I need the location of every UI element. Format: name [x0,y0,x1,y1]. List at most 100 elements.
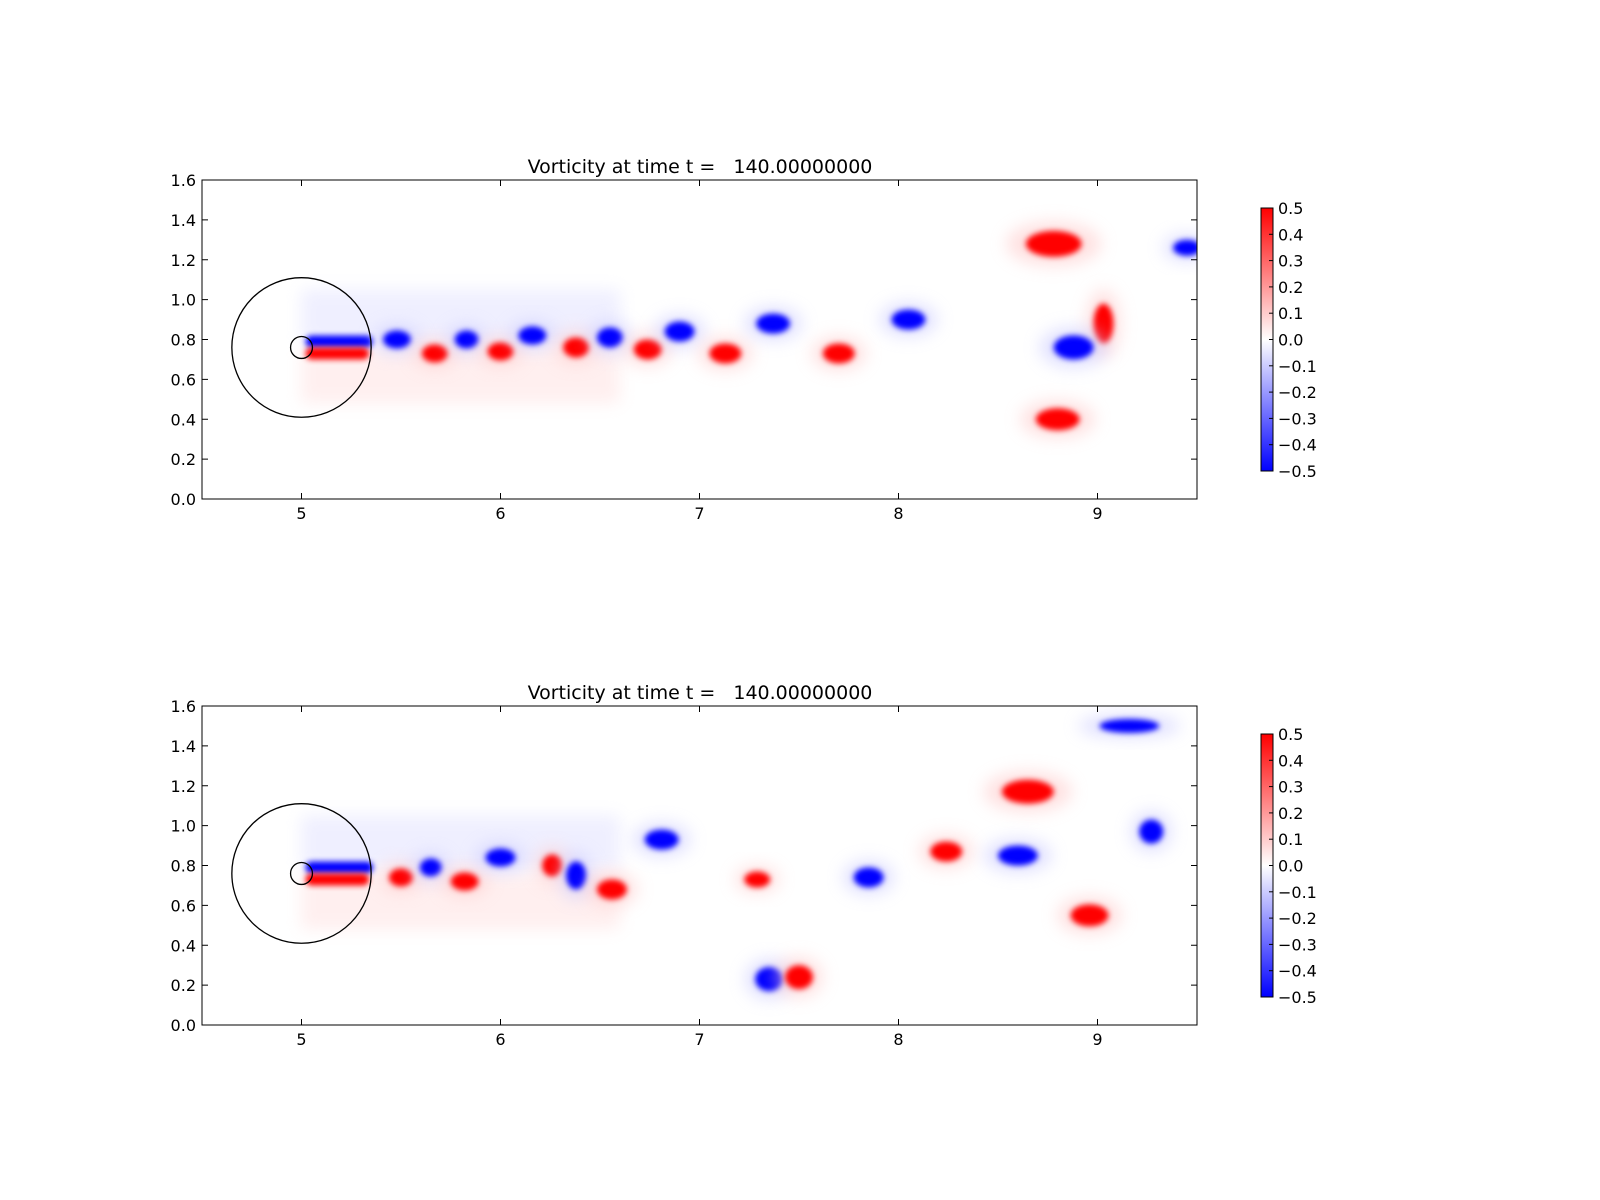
y-tick-label: 0.2 [171,976,196,995]
vorticity-field [202,180,1197,499]
colorbar: 0.5 0.4 0.3 0.2 0.1 0.0 −0.1 −0.2 −0.3 −0.4 −0.5 [1260,199,1317,481]
vortex-positive [389,868,413,887]
attached-layer-negative [305,861,374,874]
vortex-positive [450,872,479,891]
outer-domain-circle [231,803,372,944]
y-tick-label: 1.0 [171,291,196,310]
vortex-negative [998,845,1038,866]
x-tick-label: 9 [1092,504,1102,523]
vortex-negative [1173,239,1197,256]
vortex-negative [756,313,791,334]
colorbar-tick-label: 0.1 [1278,304,1303,323]
colorbar-tick-label: −0.1 [1278,883,1317,902]
colorbar-tick-label: 0.1 [1278,830,1303,849]
y-tick-label: 0.6 [171,370,196,389]
colorbar-tick-label: −0.3 [1278,935,1317,954]
vorticity-field [202,706,1197,1025]
x-tick-label: 5 [296,504,306,523]
chart-title: Vorticity at time t = 140.00000000 [528,156,873,178]
vortex-positive [1001,779,1054,804]
vortex-positive [930,841,963,862]
y-tick-label: 0.4 [171,936,196,955]
y-tick-label: 0.0 [171,490,196,509]
vortex-negative [644,829,679,850]
x-tick-label: 7 [694,1030,704,1049]
panel-top: Vorticity at time t = 140.00000000 5 6 7 8 9… [171,156,1317,523]
outer-domain-circle [231,277,372,418]
y-tick-label: 0.2 [171,450,196,469]
y-tick-label: 1.2 [171,251,196,270]
attached-layer-positive [305,347,370,360]
attached-layer-negative [305,335,374,348]
vortex-positive [633,339,662,360]
y-tick-label: 0.6 [171,896,196,915]
y-tick-label: 1.0 [171,817,196,836]
vortex-positive [785,965,813,990]
plot-area: 5 6 7 8 9 0.0 0.2 0.4 0.6 0.8 1.0 1.2 1.4 1.6 [171,171,1198,523]
y-tick-label: 1.2 [171,777,196,796]
vortex-positive [1093,303,1114,344]
colorbar-tick-label: −0.2 [1278,909,1317,928]
vortex-negative [664,321,695,342]
vortex-positive [709,343,742,364]
y-tick-label: 0.8 [171,857,196,876]
vortex-positive [597,879,627,900]
colorbar-tick-label: 0.3 [1278,778,1303,797]
vortex-negative [419,858,442,877]
colorbar-tick-label: 0.5 [1278,725,1303,744]
vortex-negative [454,330,479,349]
x-tick-label: 6 [495,504,505,523]
vortex-positive [487,342,514,361]
cylinder-circle [289,861,314,886]
colorbar-tick-label: 0.2 [1278,278,1303,297]
vortex-negative [853,867,884,888]
colorbar-tick-label: −0.2 [1278,383,1317,402]
vortex-positive [421,344,448,363]
colorbar-tick-label: 0.2 [1278,804,1303,823]
y-tick-label: 1.6 [171,697,196,716]
vortex-negative [1139,819,1164,844]
colorbar-tick-label: −0.5 [1278,988,1317,1007]
colorbar-tick-label: −0.4 [1278,962,1317,981]
colorbar-tick-label: −0.5 [1278,462,1317,481]
colorbar-tick-label: 0.4 [1278,751,1303,770]
x-tick-label: 8 [893,504,903,523]
x-tick-label: 7 [694,504,704,523]
vortex-negative [566,861,587,890]
y-tick-label: 1.4 [171,737,196,756]
vortex-positive [1070,904,1109,927]
y-tick-label: 0.4 [171,410,196,429]
vortex-positive [744,871,771,888]
colorbar-tick-label: −0.3 [1278,409,1317,428]
vortex-positive [1035,408,1080,431]
vortex-negative [891,309,926,330]
colorbar-tick-label: 0.0 [1278,331,1303,350]
y-tick-label: 0.8 [171,331,196,350]
colorbar-tick-label: 0.0 [1278,857,1303,876]
cylinder-circle [289,335,314,360]
vortex-positive [1025,230,1082,257]
vortex-positive [822,343,855,364]
vortex-negative [485,848,516,867]
colorbar-tick-label: 0.5 [1278,199,1303,218]
colorbar-tick-label: 0.3 [1278,252,1303,271]
colorbar-tick-label: −0.1 [1278,357,1317,376]
vortex-negative [597,327,623,348]
panel-bottom: Vorticity at time t = 140.00000000 5 6 7 8 9… [171,682,1317,1049]
x-tick-label: 5 [296,1030,306,1049]
y-tick-label: 1.4 [171,211,196,230]
vortex-positive [563,337,590,358]
x-tick-label: 9 [1092,1030,1102,1049]
colorbar-tick-label: −0.4 [1278,436,1317,455]
vortex-negative [383,330,411,349]
y-tick-label: 0.0 [171,1016,196,1035]
colorbar: 0.5 0.4 0.3 0.2 0.1 0.0 −0.1 −0.2 −0.3 −0.4 −0.5 [1260,725,1317,1007]
plot-area: 5 6 7 8 9 0.0 0.2 0.4 0.6 0.8 1.0 1.2 1.4 1.6 [171,697,1198,1049]
colorbar-tick-label: 0.4 [1278,225,1303,244]
vortex-negative [1099,718,1160,733]
x-tick-label: 8 [893,1030,903,1049]
chart-title: Vorticity at time t = 140.00000000 [528,682,873,704]
vortex-negative [518,326,547,345]
y-tick-label: 1.6 [171,171,196,190]
